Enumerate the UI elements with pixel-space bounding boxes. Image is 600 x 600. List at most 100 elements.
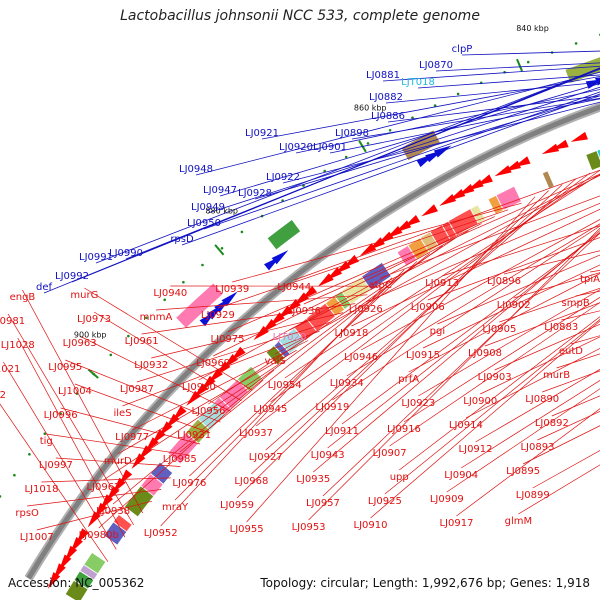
forward-gene-label: def — [36, 282, 53, 293]
reverse-gene-label: LJ1004 — [58, 386, 92, 397]
forward-gene-label: LJ0992 — [55, 271, 89, 282]
reverse-gene-label: LJ0935 — [296, 474, 330, 485]
reverse-feature-block — [141, 474, 163, 496]
reverse-gene-arrow — [403, 215, 421, 228]
reverse-leader-line — [17, 337, 126, 538]
reverse-gene-label: pgi — [430, 326, 445, 337]
kbp-tick — [214, 244, 225, 256]
reverse-gene-label: rpsO — [15, 508, 39, 519]
reverse-leader-line — [313, 230, 600, 473]
reverse-gene-label: LJ0954 — [268, 380, 302, 391]
reverse-gene-label: LJ0911 — [325, 426, 359, 437]
scale-dot — [433, 104, 437, 107]
reverse-feature-block — [198, 403, 226, 430]
reverse-gene-label: LJ0918 — [334, 328, 368, 339]
reverse-leader-line — [46, 433, 191, 456]
backbone — [24, 102, 600, 581]
scale-dot — [220, 247, 224, 250]
reverse-leader-line — [589, 270, 600, 273]
reverse-gene-label: mnmA — [140, 312, 173, 323]
forward-leader-line — [461, 50, 600, 56]
reverse-leader-line — [179, 253, 430, 453]
reverse-gene-arrow — [475, 174, 493, 186]
reverse-gene-label: LJ0912 — [459, 444, 493, 455]
reverse-gene-arrow — [118, 469, 133, 486]
reverse-leader-line — [84, 287, 253, 391]
reverse-gene-arrow — [75, 528, 89, 545]
reverse-feature-block — [488, 195, 503, 214]
reverse-feature-block — [362, 262, 391, 290]
forward-gene-label: LJ0990 — [109, 248, 143, 259]
reverse-gene-label: LJ0926 — [349, 304, 383, 315]
forward-gene-label: LJ0901 — [313, 142, 347, 153]
forward-gene-label: LJ0928 — [238, 188, 272, 199]
forward-leader-line — [43, 67, 600, 294]
forward-leader-line — [382, 65, 600, 82]
reverse-gene-label: murG — [70, 290, 98, 301]
reverse-gene-label: LJ0906 — [411, 302, 445, 313]
reverse-feature-block — [279, 328, 305, 354]
reverse-gene-label: LJ0900 — [463, 396, 497, 407]
kbp-label: 900 kbp — [74, 331, 107, 340]
reverse-leader-line — [484, 302, 600, 347]
scale-dot — [0, 495, 2, 498]
topology-text: Topology: circular; Length: 1,992,676 bp… — [260, 576, 590, 590]
accession-text: Accession: NC_005362 — [8, 576, 145, 590]
reverse-leader-line — [437, 254, 600, 325]
scale-dot — [366, 142, 370, 145]
reverse-gene-label: murB — [543, 370, 570, 381]
reverse-gene-label: LJ0896 — [487, 276, 521, 287]
reverse-gene-label: LJ0917 — [439, 518, 473, 529]
reverse-feature-block — [420, 232, 438, 252]
reverse-gene-label: LJ0944 — [277, 282, 311, 293]
reverse-gene-label: upp — [390, 472, 409, 483]
reverse-feature-block — [496, 186, 521, 210]
reverse-leader-line — [346, 223, 600, 377]
reverse-gene-label: prfA — [398, 374, 419, 385]
reverse-leader-line — [408, 273, 600, 373]
reverse-feature-block — [586, 151, 600, 170]
reverse-gene-label: LJ0910 — [354, 520, 388, 531]
reverse-feature-block — [65, 580, 88, 600]
forward-gene-label: clpP — [452, 44, 473, 55]
kbp-tick — [516, 58, 524, 72]
reverse-feature-block — [125, 486, 154, 517]
scale-dot — [145, 316, 148, 320]
reverse-gene-label: smpB — [562, 298, 590, 309]
reverse-leader-line — [446, 388, 600, 493]
reverse-leader-line — [22, 289, 144, 514]
reverse-leader-line — [422, 264, 600, 349]
reverse-leader-line — [155, 294, 368, 311]
reverse-gene-label: murD — [104, 456, 132, 467]
reverse-leader-line — [236, 190, 549, 499]
forward-leader-line — [282, 101, 600, 184]
reverse-leader-line — [141, 303, 356, 335]
forward-gene-label: LJ0881 — [366, 70, 400, 81]
scale-dot — [182, 280, 185, 284]
forward-gene-label: LJ0922 — [266, 172, 300, 183]
reverse-gene-arrow — [385, 226, 403, 239]
reverse-gene-arrow — [448, 189, 466, 201]
reverse-gene-label: LJ0980b — [79, 530, 119, 541]
reverse-leader-line — [103, 359, 286, 481]
reverse-leader-line — [60, 407, 201, 445]
reverse-gene-label: LJ0909 — [430, 494, 464, 505]
scale-dot — [59, 412, 62, 415]
page-title: Lactobacillus johnsonii NCC 533, complet… — [120, 8, 480, 24]
reverse-feature-block — [80, 565, 98, 580]
reverse-leader-line — [117, 349, 297, 455]
reverse-leader-line — [251, 184, 563, 475]
reverse-leader-line — [0, 403, 109, 562]
reverse-leader-line — [270, 169, 600, 403]
reverse-feature-block — [151, 462, 173, 484]
forward-gene-label: LJT018 — [401, 77, 435, 88]
forward-gene-label: LJ0950 — [187, 218, 221, 229]
reverse-leader-line — [189, 261, 418, 477]
reverse-leader-line — [65, 359, 221, 423]
reverse-gene-label: atpC — [368, 280, 391, 291]
scale-dot — [28, 453, 31, 456]
reverse-gene-label: LJ0975 — [211, 334, 245, 345]
reverse-gene-label: LJ0959 — [220, 500, 254, 511]
